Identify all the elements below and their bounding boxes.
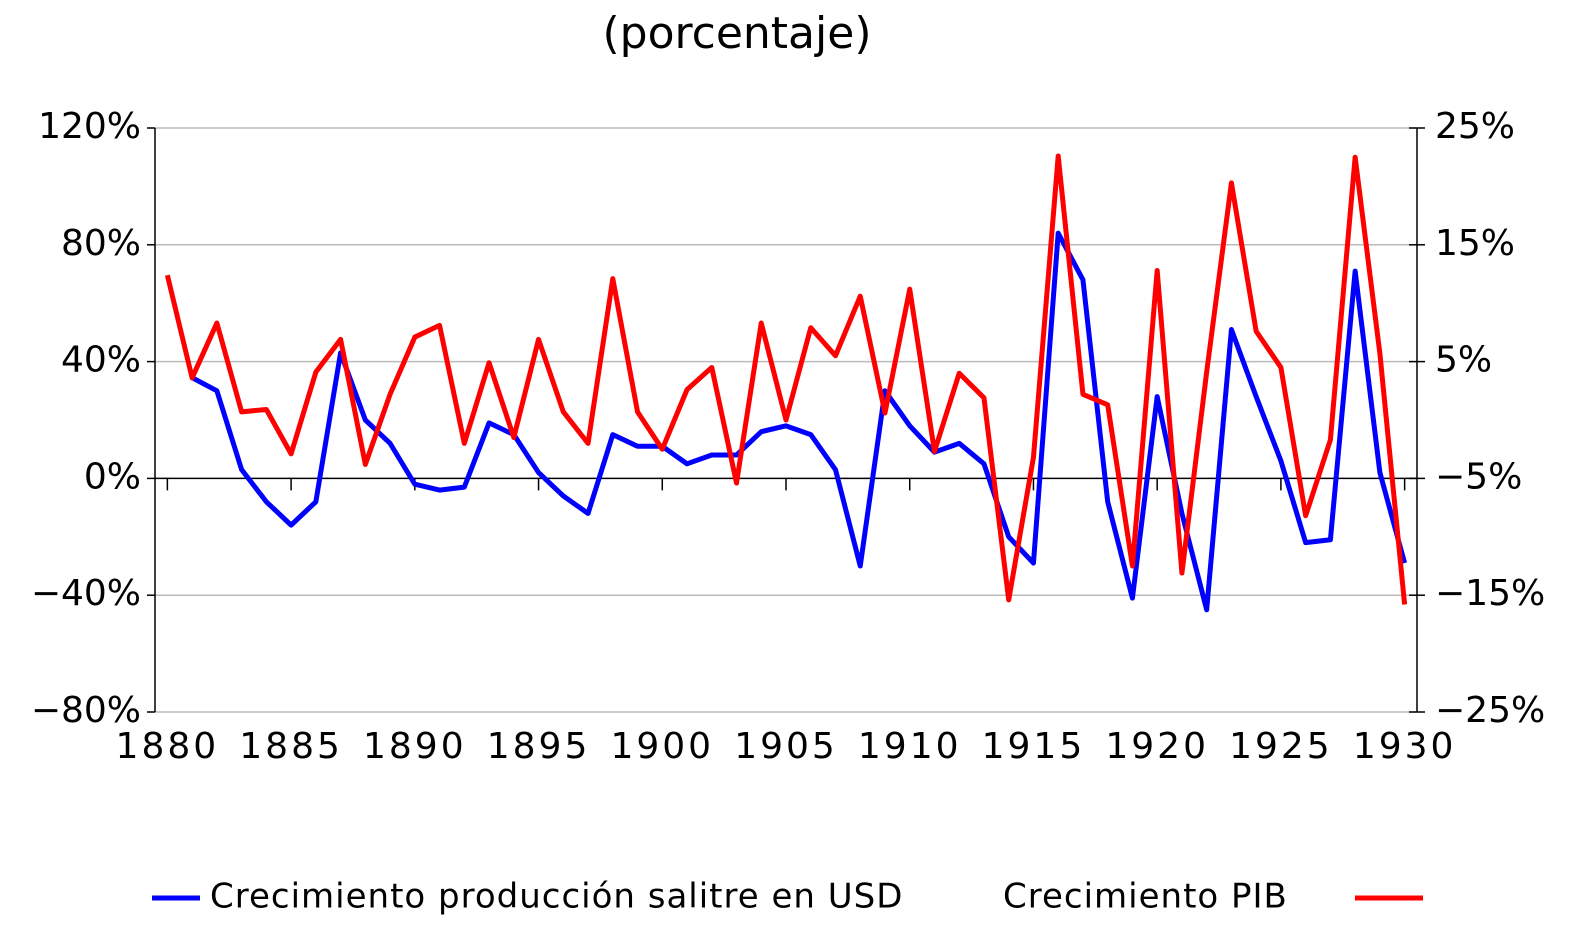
y2-tick-label: 25% xyxy=(1435,106,1515,147)
y2-tick-label: −25% xyxy=(1435,690,1545,731)
y-tick-label: 40% xyxy=(61,340,141,381)
y-tick-label: 80% xyxy=(61,223,141,264)
x-tick-label: 1900 xyxy=(610,726,714,767)
x-tick-label: 1915 xyxy=(982,726,1086,767)
x-tick-label: 1925 xyxy=(1229,726,1333,767)
y-tick-label: −80% xyxy=(31,690,141,731)
series-line xyxy=(190,230,1408,613)
y-tick-label: 120% xyxy=(38,106,141,147)
x-tick-label: 1890 xyxy=(363,726,467,767)
y-tick-label: 0% xyxy=(84,456,141,497)
x-tick-label: 1885 xyxy=(239,726,343,767)
x-tick-label: 1905 xyxy=(734,726,838,767)
x-tick-label: 1895 xyxy=(487,726,591,767)
x-tick-label: 1930 xyxy=(1353,726,1457,767)
x-tick-label: 1920 xyxy=(1105,726,1209,767)
y2-tick-label: 15% xyxy=(1435,223,1515,264)
legend-label: Crecimiento PIB xyxy=(1003,877,1288,917)
y-tick-label: −40% xyxy=(31,573,141,614)
y2-tick-label: 5% xyxy=(1435,340,1492,381)
x-tick-label: 1910 xyxy=(858,726,962,767)
chart-title: (porcentaje) xyxy=(603,8,872,59)
legend-label: Crecimiento producción salitre en USD xyxy=(210,877,903,917)
series-line xyxy=(164,153,1408,605)
y2-tick-label: −15% xyxy=(1435,573,1545,614)
x-tick-label: 1880 xyxy=(116,726,220,767)
y2-tick-label: −5% xyxy=(1435,456,1522,497)
